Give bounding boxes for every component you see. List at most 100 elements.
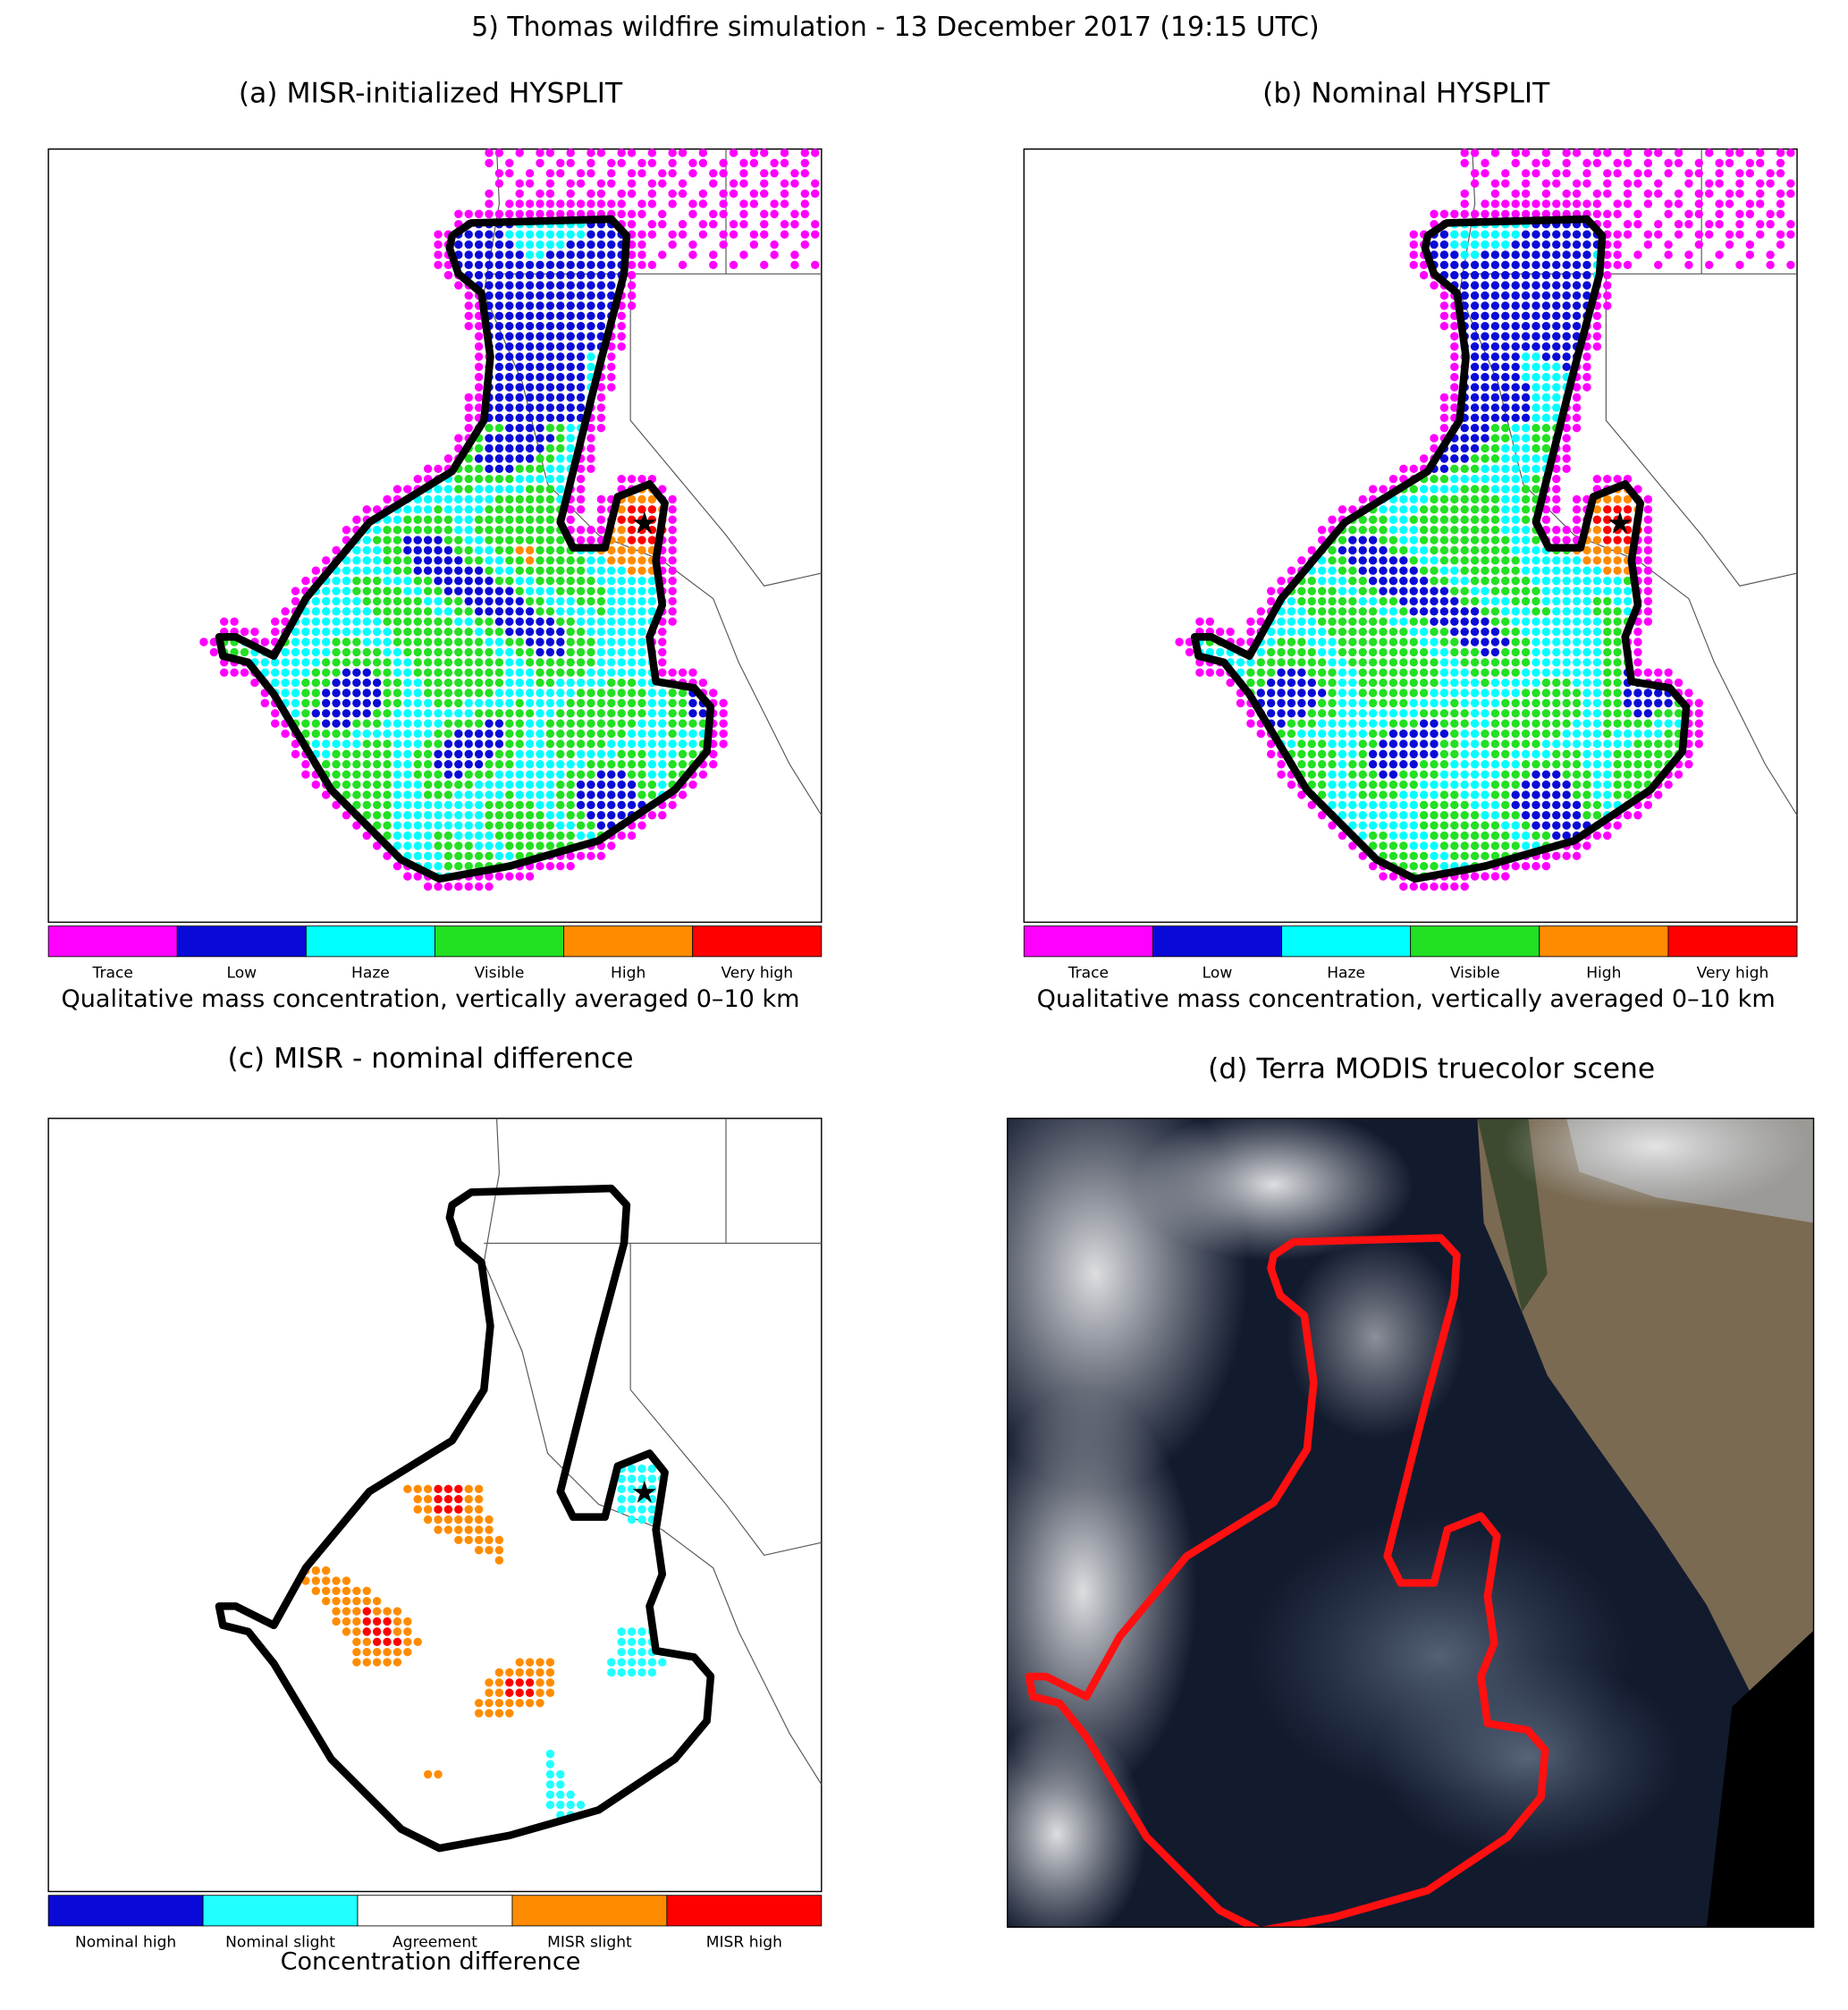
- concentration-dot: [1643, 709, 1653, 718]
- concentration-dot: [443, 851, 453, 861]
- concentration-dot: [352, 800, 361, 810]
- concentration-dot: [454, 749, 463, 759]
- concentration-dot: [423, 1484, 433, 1494]
- concentration-dot: [678, 749, 688, 759]
- concentration-dot: [1654, 260, 1663, 270]
- concentration-dot: [760, 189, 769, 198]
- concentration-dot: [525, 607, 535, 616]
- concentration-dot: [230, 617, 239, 626]
- concentration-dot: [474, 332, 484, 341]
- concentration-dot: [688, 709, 697, 718]
- concentration-dot: [505, 423, 514, 433]
- concentration-dot: [505, 729, 514, 739]
- concentration-dot: [1643, 760, 1653, 769]
- concentration-dot: [1409, 770, 1418, 779]
- concentration-dot: [515, 1658, 524, 1667]
- concentration-dot: [1368, 811, 1378, 820]
- concentration-dot: [1490, 638, 1500, 646]
- concentration-dot: [1490, 250, 1500, 259]
- concentration-dot: [342, 780, 351, 790]
- concentration-dot: [1532, 862, 1540, 871]
- concentration-dot: [515, 393, 524, 402]
- concentration-dot: [443, 729, 453, 739]
- concentration-dot: [1266, 749, 1276, 759]
- concentration-dot: [1337, 658, 1347, 667]
- concentration-dot: [494, 240, 504, 249]
- concentration-dot: [545, 800, 555, 810]
- concentration-dot: [1368, 821, 1378, 830]
- concentration-dot: [1654, 719, 1663, 728]
- concentration-dot: [596, 780, 606, 790]
- concentration-dot: [1532, 260, 1540, 270]
- concentration-dot: [392, 545, 402, 555]
- concentration-dot: [1348, 760, 1357, 769]
- concentration-dot: [1460, 189, 1469, 198]
- concentration-dot: [525, 1678, 535, 1687]
- concentration-dot: [607, 698, 616, 708]
- concentration-dot: [1623, 729, 1633, 739]
- concentration-dot: [434, 596, 443, 606]
- concentration-dot: [1439, 647, 1449, 657]
- concentration-dot: [515, 474, 524, 484]
- concentration-dot: [362, 617, 371, 626]
- concentration-dot: [1511, 322, 1520, 331]
- concentration-dot: [1511, 494, 1520, 504]
- concentration-dot: [1460, 831, 1469, 840]
- concentration-dot: [454, 882, 463, 891]
- concentration-dot: [1521, 505, 1531, 514]
- concentration-dot: [800, 169, 810, 178]
- concentration-dot: [1481, 770, 1489, 779]
- concentration-dot: [1572, 148, 1582, 157]
- concentration-dot: [1328, 587, 1337, 595]
- concentration-dot: [464, 1515, 473, 1524]
- concentration-dot: [556, 322, 565, 331]
- concentration-dot: [474, 515, 484, 524]
- concentration-dot: [1470, 485, 1480, 494]
- concentration-dot: [423, 698, 433, 708]
- concentration-dot: [1654, 230, 1663, 239]
- concentration-dot: [485, 698, 494, 708]
- concentration-dot: [536, 485, 544, 494]
- concentration-dot: [454, 1525, 463, 1534]
- concentration-dot: [1776, 199, 1785, 208]
- concentration-dot: [1490, 260, 1500, 270]
- concentration-dot: [536, 638, 544, 646]
- concentration-dot: [332, 647, 341, 657]
- concentration-dot: [627, 1515, 637, 1524]
- concentration-dot: [1490, 780, 1500, 790]
- concentration-dot: [596, 525, 606, 535]
- concentration-dot: [1684, 260, 1693, 270]
- concentration-dot: [1613, 658, 1622, 667]
- concentration-dot: [474, 739, 484, 748]
- concentration-dot: [536, 587, 544, 595]
- concentration-dot: [1368, 607, 1378, 616]
- concentration-dot: [1552, 811, 1561, 820]
- concentration-dot: [342, 617, 351, 626]
- concentration-dot: [1511, 749, 1520, 759]
- concentration-dot: [1450, 841, 1459, 850]
- concentration-dot: [1450, 332, 1459, 341]
- concentration-dot: [1552, 199, 1561, 208]
- concentration-dot: [1481, 525, 1489, 535]
- concentration-dot: [536, 322, 544, 331]
- concentration-dot: [423, 800, 433, 810]
- concentration-dot: [1409, 505, 1418, 514]
- concentration-dot: [485, 882, 494, 891]
- concentration-dot: [1541, 790, 1551, 799]
- concentration-dot: [536, 271, 544, 280]
- concentration-dot: [1552, 831, 1561, 840]
- concentration-dot: [556, 1769, 565, 1779]
- concentration-dot: [525, 709, 535, 718]
- concentration-dot: [1745, 199, 1755, 208]
- concentration-dot: [545, 189, 555, 198]
- concentration-dot: [1541, 729, 1551, 739]
- concentration-dot: [1439, 230, 1449, 239]
- concentration-dot: [1460, 760, 1469, 769]
- concentration-dot: [1521, 617, 1531, 626]
- concentration-dot: [494, 545, 504, 555]
- concentration-dot: [1532, 719, 1540, 728]
- concentration-dot: [443, 607, 453, 616]
- concentration-dot: [301, 709, 310, 718]
- concentration-dot: [1592, 342, 1602, 351]
- concentration-dot: [1297, 647, 1306, 657]
